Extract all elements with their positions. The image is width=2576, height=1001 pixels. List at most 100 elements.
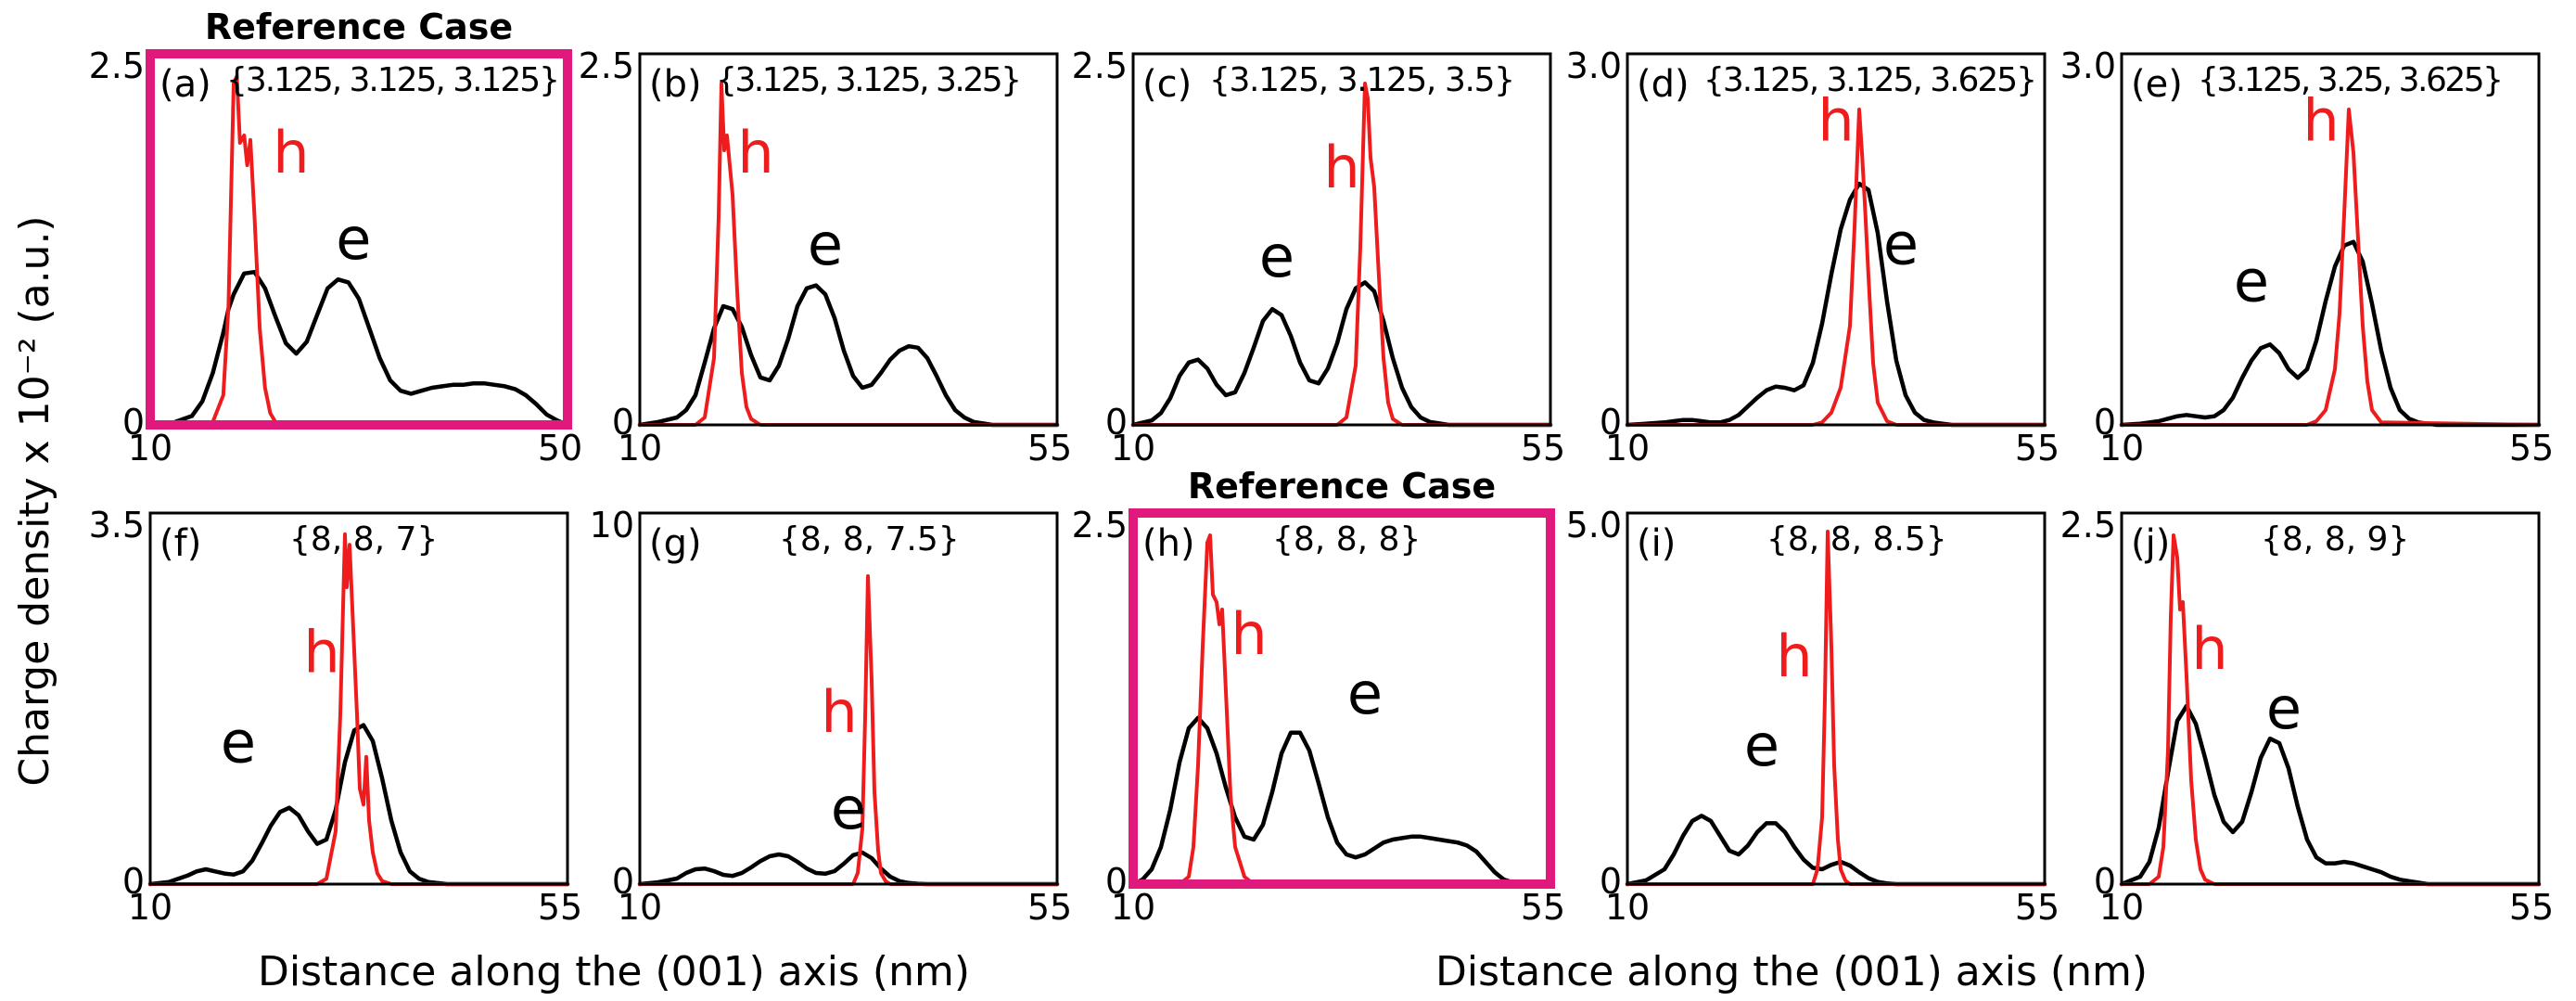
x-tick-label-min-h: 10 [1111, 887, 1155, 928]
y-tick-label-min-d: 0 [1600, 402, 1622, 443]
y-tick-label-max-g: 10 [590, 505, 634, 545]
x-tick-label-max-h: 55 [1521, 887, 1565, 928]
panel-title-i: {8, 8, 8.5} [1766, 520, 1947, 558]
x-tick-label-min-c: 10 [1111, 428, 1155, 468]
panel-h: Reference Case 0 2.5 10 55 (h) {8, 8, 8} h e [1072, 466, 1566, 928]
x-tick-label-min-d: 10 [1605, 428, 1650, 468]
electron-label-a: e [336, 205, 371, 273]
series-line-h-c [1131, 82, 1552, 427]
panel-d: 0 3.0 10 55 (d) {3.125, 3.125, 3.625}he [1566, 45, 2060, 468]
panel-label-j: (j) [2131, 522, 2170, 565]
x-tick-label-max-g: 55 [1027, 887, 1072, 928]
panel-label-g: (g) [649, 522, 702, 565]
panel-title-d: {3.125, 3.125, 3.625} [1703, 61, 2037, 99]
y-axis-title: Charge density x 10⁻² (a.u.) [11, 215, 58, 786]
plot-frame-c [1131, 52, 1552, 427]
series-line-h-f [148, 532, 569, 886]
reference-label-a: Reference Case [205, 6, 513, 47]
series-line-h-g [638, 574, 1059, 886]
hole-label-f: h [303, 618, 339, 686]
series-line-e-g [637, 850, 1060, 887]
electron-label-j: e [2266, 674, 2302, 742]
electron-label-h: e [1347, 660, 1383, 727]
panel-title-h: {8, 8, 8} [1272, 520, 1421, 558]
panel-a: Reference Case 0 2.5 10 50 (a) {3.125, 3.125, … [89, 6, 583, 468]
y-tick-label-min-e: 0 [2094, 402, 2116, 443]
y-tick-label-max-f: 3.5 [89, 505, 145, 545]
plot-frame-a [146, 49, 572, 430]
y-tick-label-max-e: 3.0 [2060, 45, 2116, 86]
panel-c: 0 2.5 10 55 (c) {3.125, 3.125, 3.5} he [1072, 45, 1566, 468]
hole-label-d: h [1817, 86, 1854, 154]
hole-label-j: h [2191, 615, 2227, 683]
plot-frame-i [1626, 511, 2047, 886]
x-tick-label-min-g: 10 [618, 887, 662, 928]
series-line-e-j [2119, 703, 2542, 887]
hole-label-e: h [2302, 86, 2339, 154]
panel-title-c: {3.125, 3.125, 3.5} [1209, 61, 1515, 99]
y-tick-label-max-j: 2.5 [2060, 505, 2116, 545]
series-line-e-h [1130, 715, 1553, 887]
plot-frame-e [2120, 52, 2541, 427]
series-line-e-b [637, 283, 1060, 428]
hole-label-h: h [1231, 600, 1267, 668]
x-tick-label-max-c: 55 [1521, 428, 1565, 468]
electron-label-c: e [1259, 223, 1294, 290]
y-tick-label-max-a: 2.5 [89, 45, 145, 86]
plot-frame-g [638, 511, 1059, 886]
y-tick-label-max-b: 2.5 [579, 45, 634, 86]
x-tick-label-max-e: 55 [2509, 428, 2554, 468]
series-line-h-e [2120, 108, 2541, 427]
x-tick-label-min-b: 10 [618, 428, 662, 468]
electron-label-e: e [2234, 248, 2269, 315]
panel-label-c: (c) [1142, 63, 1192, 106]
y-tick-label-min-b: 0 [612, 402, 634, 443]
y-tick-label-max-c: 2.5 [1072, 45, 1128, 86]
panel-title-g: {8, 8, 7.5} [779, 520, 960, 558]
x-tick-label-max-j: 55 [2509, 887, 2554, 928]
hole-label-b: h [737, 119, 773, 186]
plot-frame-j [2120, 511, 2541, 886]
plot-frame-f [148, 511, 569, 886]
panel-f: 0 3.5 10 55 (f) {8, 8, 7} he [89, 505, 583, 928]
y-tick-label-min-j: 0 [2094, 861, 2116, 902]
panel-label-i: (i) [1637, 522, 1676, 565]
panel-label-d: (d) [1637, 63, 1690, 106]
x-tick-label-min-e: 10 [2099, 428, 2144, 468]
panel-b: 0 2.5 10 55 (b) {3.125, 3.125, 3.25} he [579, 45, 1073, 468]
plot-frame-d [1626, 52, 2047, 427]
y-tick-label-min-a: 0 [122, 402, 145, 443]
y-tick-label-max-h: 2.5 [1072, 505, 1128, 545]
plot-frame-h [1129, 508, 1555, 889]
electron-label-i: e [1744, 712, 1779, 779]
series-line-e-c [1130, 280, 1553, 428]
panel-title-e: {3.125, 3.25, 3.625} [2198, 61, 2504, 99]
panel-title-j: {8, 8, 9} [2261, 520, 2409, 558]
hole-label-i: h [1776, 622, 1812, 690]
reference-label-h: Reference Case [1188, 466, 1496, 507]
series-line-h-i [1626, 530, 2047, 886]
y-tick-label-max-i: 5.0 [1566, 505, 1622, 545]
x-tick-label-min-f: 10 [128, 887, 172, 928]
panel-label-f: (f) [159, 522, 201, 565]
series-line-e-d [1625, 181, 2047, 428]
panel-label-e: (e) [2131, 63, 2183, 106]
x-tick-label-max-b: 55 [1027, 428, 1072, 468]
panel-e: 0 3.0 10 55 (e) {3.125, 3.25, 3.625}h e [2060, 45, 2555, 468]
x-tick-label-max-i: 55 [2015, 887, 2060, 928]
panel-j: 0 2.5 10 55 (j) {8, 8, 9} he [2060, 505, 2555, 928]
electron-label-d: e [1883, 211, 1919, 278]
electron-label-f: e [221, 709, 256, 776]
x-tick-label-min-i: 10 [1605, 887, 1650, 928]
x-tick-label-max-f: 55 [538, 887, 582, 928]
series-line-h-d [1626, 108, 2047, 427]
x-tick-label-min-j: 10 [2099, 887, 2144, 928]
electron-label-b: e [808, 211, 843, 278]
y-tick-label-min-g: 0 [612, 861, 634, 902]
y-tick-label-min-h: 0 [1105, 861, 1128, 902]
panel-i: 0 5.0 10 55 (i) {8, 8, 8.5} he [1566, 505, 2060, 928]
panel-label-a: (a) [159, 63, 211, 106]
series-line-h-h [1131, 533, 1552, 886]
